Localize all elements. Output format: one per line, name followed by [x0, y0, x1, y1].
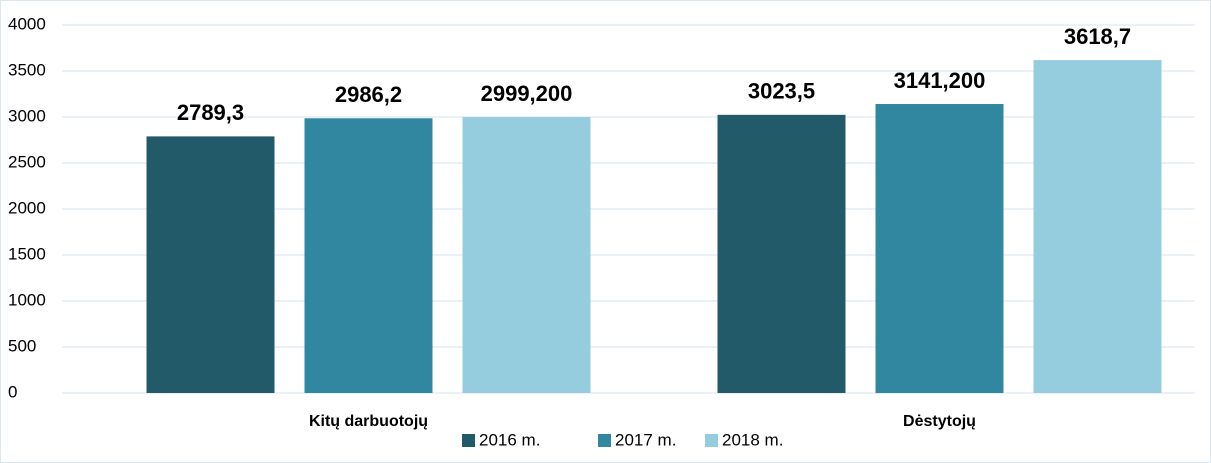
data-label: 3141,200: [894, 68, 986, 93]
y-tick-label: 1500: [8, 244, 46, 263]
data-label: 2986,2: [335, 82, 402, 107]
legend-label: 2017 m.: [615, 430, 676, 449]
x-tick-label: Kitų darbuotojų: [309, 413, 428, 430]
bar: [717, 114, 846, 393]
bar: [462, 117, 591, 393]
y-tick-label: 0: [8, 382, 17, 401]
y-tick-label: 1000: [8, 290, 46, 309]
bar: [1033, 60, 1162, 394]
data-label: 3618,7: [1064, 24, 1131, 49]
x-tick-label: Dėstytojų: [903, 413, 976, 430]
bar: [875, 104, 1004, 394]
legend-label: 2018 m.: [722, 430, 783, 449]
data-label: 3023,5: [748, 79, 815, 104]
bar: [304, 118, 433, 394]
y-tick-label: 2000: [8, 198, 46, 217]
y-tick-label: 2500: [8, 152, 46, 171]
y-tick-label: 3000: [8, 106, 46, 125]
y-tick-label: 4000: [8, 14, 46, 33]
data-label: 2789,3: [177, 100, 244, 125]
bar: [146, 136, 275, 393]
legend-swatch: [705, 434, 718, 447]
legend-label: 2016 m.: [479, 430, 540, 449]
y-tick-label: 3500: [8, 60, 46, 79]
data-label: 2999,200: [481, 81, 573, 106]
legend-swatch: [598, 434, 611, 447]
y-tick-label: 500: [8, 336, 36, 355]
legend-swatch: [462, 434, 475, 447]
